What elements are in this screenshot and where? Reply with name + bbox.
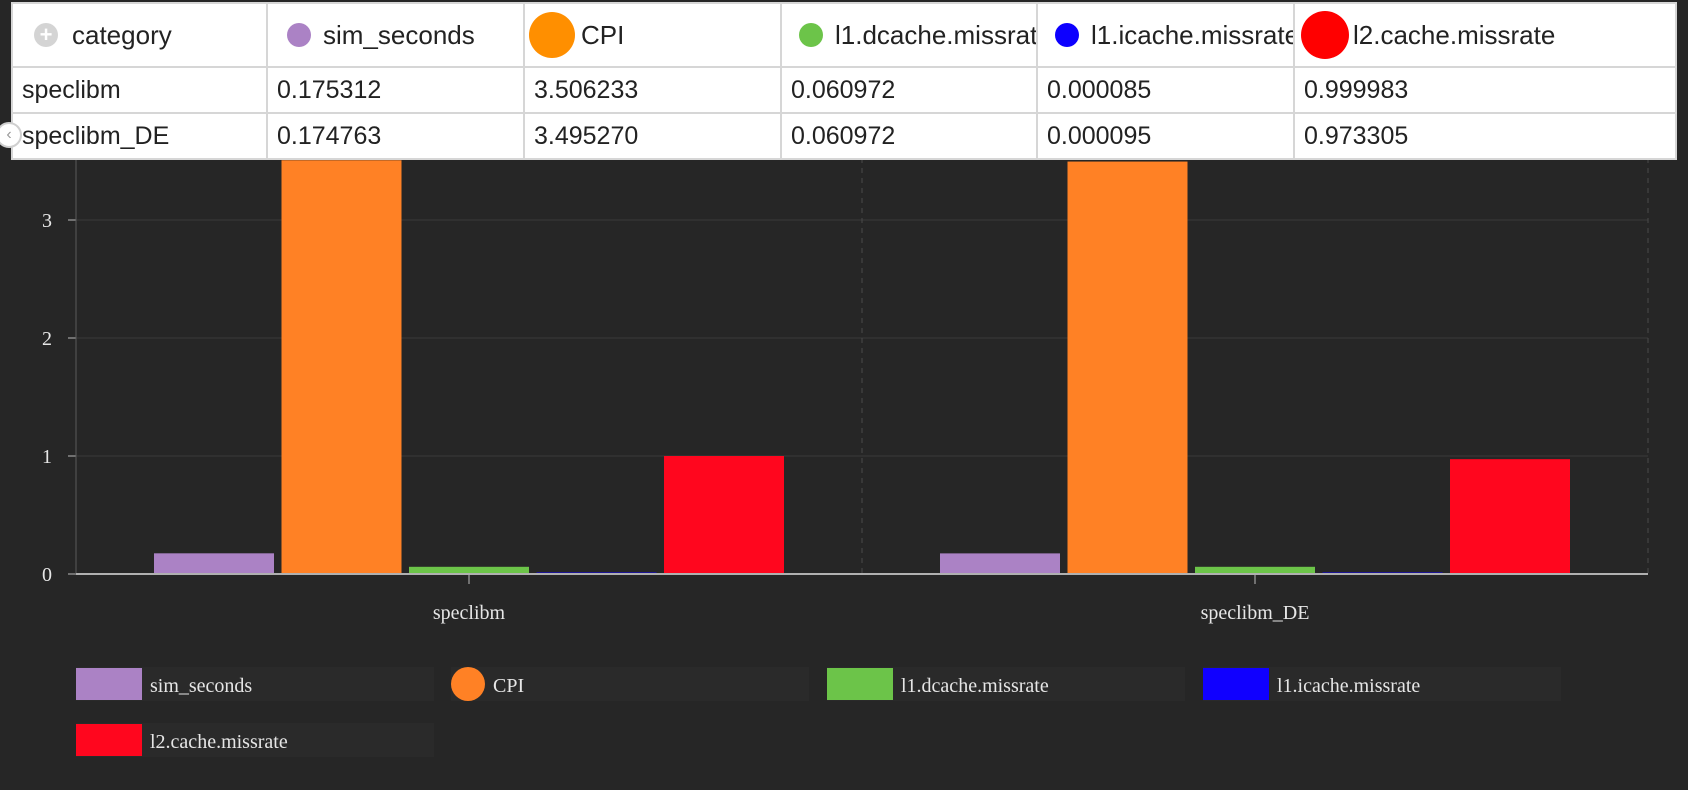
cell-category: speclibm xyxy=(11,66,268,114)
legend-swatch-l1-icache-missrate xyxy=(1203,668,1269,700)
x-tick-label: speclibm_DE xyxy=(1201,602,1310,624)
legend-label: l2.cache.missrate xyxy=(150,731,288,753)
cell-sim-seconds: 0.175312 xyxy=(266,66,525,114)
collapse-table-icon[interactable]: ‹ xyxy=(0,122,22,148)
header-cpi-label: CPI xyxy=(581,19,625,50)
cpi-dot-icon xyxy=(529,12,575,58)
header-sim-seconds[interactable]: sim_seconds xyxy=(266,2,525,68)
header-l1-dcache-missrate[interactable]: l1.dcache.missrate xyxy=(780,2,1038,68)
bar-CPI-speclibm_DE xyxy=(1067,161,1188,574)
legend-swatch-l1-dcache-missrate xyxy=(827,668,893,700)
legend-label: l1.dcache.missrate xyxy=(901,675,1049,697)
table-header-row: + category sim_seconds CPI l1.dcache.mis… xyxy=(11,2,1677,68)
header-category-label: category xyxy=(72,19,172,50)
cell-l1-dcache: 0.060972 xyxy=(780,66,1038,114)
legend-item-bg xyxy=(451,667,809,701)
legend-swatch-l2-cache-missrate xyxy=(76,724,142,756)
cell-cpi: 3.495270 xyxy=(523,112,782,160)
l1-dcache-dot-icon xyxy=(799,23,823,47)
header-l1-icache-missrate[interactable]: l1.icache.missrate xyxy=(1036,2,1295,68)
y-tick-label: 2 xyxy=(42,328,52,350)
bar-l1-dcache-missrate-speclibm xyxy=(409,566,529,574)
bar-sim_seconds-speclibm_DE xyxy=(940,553,1060,574)
sim-seconds-dot-icon xyxy=(287,23,311,47)
y-tick-label: 1 xyxy=(42,446,52,468)
add-column-icon[interactable]: + xyxy=(34,23,58,47)
header-l2-cache-missrate[interactable]: l2.cache.missrate xyxy=(1293,2,1677,68)
table-row: speclibm_DE 0.174763 3.495270 0.060972 0… xyxy=(11,112,1677,160)
legend-label: l1.icache.missrate xyxy=(1277,675,1420,697)
legend-label: sim_seconds xyxy=(150,675,252,697)
table-row: speclibm 0.175312 3.506233 0.060972 0.00… xyxy=(11,66,1677,114)
legend-swatch-cpi xyxy=(451,667,485,701)
cell-l1-icache: 0.000085 xyxy=(1036,66,1295,114)
header-l1-dcache-label: l1.dcache.missrate xyxy=(835,19,1037,50)
cell-category: speclibm_DE xyxy=(11,112,268,160)
bar-CPI-speclibm xyxy=(281,160,402,574)
bar-l1-dcache-missrate-speclibm_DE xyxy=(1195,566,1315,574)
cell-sim-seconds: 0.174763 xyxy=(266,112,525,160)
cell-l2-cache: 0.973305 xyxy=(1293,112,1677,160)
header-cpi[interactable]: CPI xyxy=(523,2,782,68)
header-category[interactable]: + category xyxy=(11,2,268,68)
x-tick-label: speclibm xyxy=(433,602,506,624)
header-l2-cache-label: l2.cache.missrate xyxy=(1353,19,1556,50)
cell-l1-dcache: 0.060972 xyxy=(780,112,1038,160)
l2-cache-dot-icon xyxy=(1301,11,1349,59)
legend-label: CPI xyxy=(493,675,524,697)
y-tick-label: 0 xyxy=(42,564,52,586)
bar-sim_seconds-speclibm xyxy=(154,553,274,574)
bar-l2-cache-missrate-speclibm_DE xyxy=(1450,459,1570,574)
cell-l1-icache: 0.000095 xyxy=(1036,112,1295,160)
header-l1-icache-label: l1.icache.missrate xyxy=(1091,19,1294,50)
bar-l2-cache-missrate-speclibm xyxy=(664,456,784,574)
l1-icache-dot-icon xyxy=(1055,23,1079,47)
data-table: + category sim_seconds CPI l1.dcache.mis… xyxy=(11,2,1677,160)
y-tick-label: 3 xyxy=(42,210,52,232)
header-sim-seconds-label: sim_seconds xyxy=(323,19,475,50)
cell-l2-cache: 0.999983 xyxy=(1293,66,1677,114)
legend-swatch-sim_seconds xyxy=(76,668,142,700)
cell-cpi: 3.506233 xyxy=(523,66,782,114)
